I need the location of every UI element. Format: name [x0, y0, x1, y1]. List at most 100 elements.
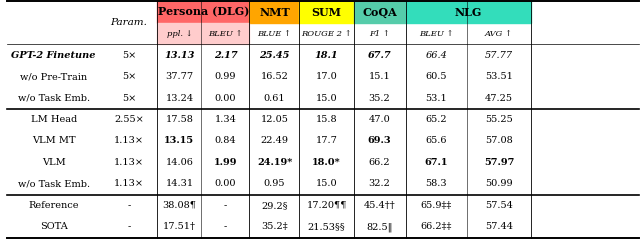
Text: 57.77: 57.77 — [485, 51, 513, 60]
Text: 60.5: 60.5 — [426, 72, 447, 81]
Text: 29.2§: 29.2§ — [261, 201, 288, 210]
Text: SUM: SUM — [312, 7, 342, 18]
Bar — [406, 1, 531, 23]
Text: -: - — [224, 222, 227, 231]
Text: 24.19*: 24.19* — [257, 158, 292, 167]
Text: 1.13×: 1.13× — [114, 136, 144, 146]
Text: 45.4††: 45.4†† — [364, 201, 396, 210]
Text: 67.1: 67.1 — [424, 158, 448, 167]
Text: 0.84: 0.84 — [214, 136, 236, 146]
Text: 0.00: 0.00 — [215, 93, 236, 103]
Text: 35.2‡: 35.2‡ — [261, 222, 288, 231]
Text: 15.1: 15.1 — [369, 72, 390, 81]
Text: 47.0: 47.0 — [369, 115, 390, 124]
Text: NLG: NLG — [454, 7, 482, 18]
Text: 18.1: 18.1 — [315, 51, 339, 60]
Text: 2.17: 2.17 — [214, 51, 237, 60]
Text: 25.45: 25.45 — [259, 51, 290, 60]
Text: 57.44: 57.44 — [485, 222, 513, 231]
Text: 66.2‡‡: 66.2‡‡ — [420, 222, 452, 231]
Text: 0.95: 0.95 — [264, 179, 285, 188]
Text: 22.49: 22.49 — [260, 136, 289, 146]
Text: 66.4: 66.4 — [425, 51, 447, 60]
Text: 5×: 5× — [122, 93, 136, 103]
Text: Persona (DLG): Persona (DLG) — [157, 7, 249, 18]
Text: Param.: Param. — [111, 18, 147, 27]
Text: 57.97: 57.97 — [484, 158, 514, 167]
Text: 65.9‡‡: 65.9‡‡ — [420, 201, 452, 210]
Text: 38.08¶: 38.08¶ — [163, 201, 196, 210]
Text: 53.51: 53.51 — [485, 72, 513, 81]
Text: 15.0: 15.0 — [316, 179, 337, 188]
Text: 0.00: 0.00 — [215, 179, 236, 188]
Text: ppl. ↓: ppl. ↓ — [166, 30, 192, 38]
Text: 12.05: 12.05 — [260, 115, 289, 124]
Text: LM Head: LM Head — [31, 115, 77, 124]
Text: 47.25: 47.25 — [485, 93, 513, 103]
Text: 5×: 5× — [122, 72, 136, 81]
Text: 65.6: 65.6 — [426, 136, 447, 146]
Text: w/o Pre-Train: w/o Pre-Train — [20, 72, 87, 81]
Text: 17.58: 17.58 — [166, 115, 193, 124]
Bar — [157, 23, 250, 44]
Bar — [157, 1, 250, 23]
Text: BLEU ↑: BLEU ↑ — [208, 30, 243, 38]
Text: 13.15: 13.15 — [164, 136, 195, 146]
Text: -: - — [224, 201, 227, 210]
Text: w/o Task Emb.: w/o Task Emb. — [18, 179, 90, 188]
Text: 18.0*: 18.0* — [312, 158, 341, 167]
Text: 1.13×: 1.13× — [114, 179, 144, 188]
Text: 65.2: 65.2 — [426, 115, 447, 124]
Text: VLM: VLM — [42, 158, 65, 167]
Text: 57.08: 57.08 — [485, 136, 513, 146]
Text: 13.24: 13.24 — [165, 93, 193, 103]
Text: 55.25: 55.25 — [485, 115, 513, 124]
Text: 13.13: 13.13 — [164, 51, 195, 60]
Text: 15.0: 15.0 — [316, 93, 337, 103]
Text: 32.2: 32.2 — [369, 179, 390, 188]
Text: 5×: 5× — [122, 51, 136, 60]
Text: 1.34: 1.34 — [214, 115, 236, 124]
Text: w/o Task Emb.: w/o Task Emb. — [18, 93, 90, 103]
Text: 16.52: 16.52 — [260, 72, 289, 81]
Text: 17.0: 17.0 — [316, 72, 337, 81]
Text: SOTA: SOTA — [40, 222, 68, 231]
Text: 0.99: 0.99 — [215, 72, 236, 81]
Text: 21.53§§: 21.53§§ — [308, 222, 346, 231]
Text: BLUE ↑: BLUE ↑ — [257, 30, 291, 38]
Text: 57.54: 57.54 — [485, 201, 513, 210]
Text: 17.7: 17.7 — [316, 136, 337, 146]
Text: -: - — [127, 201, 131, 210]
Text: 15.8: 15.8 — [316, 115, 337, 124]
Text: GPT-2 Finetune: GPT-2 Finetune — [12, 51, 96, 60]
Text: F1 ↑: F1 ↑ — [369, 30, 390, 38]
Text: 1.13×: 1.13× — [114, 158, 144, 167]
Text: 58.3: 58.3 — [426, 179, 447, 188]
Text: 17.51†: 17.51† — [163, 222, 196, 231]
Text: 14.06: 14.06 — [166, 158, 193, 167]
Text: 66.2: 66.2 — [369, 158, 390, 167]
Text: 17.20¶¶: 17.20¶¶ — [307, 201, 347, 210]
Text: 37.77: 37.77 — [165, 72, 193, 81]
Text: 35.2: 35.2 — [369, 93, 390, 103]
Text: 53.1: 53.1 — [426, 93, 447, 103]
Text: 14.31: 14.31 — [165, 179, 193, 188]
Text: VLM MT: VLM MT — [32, 136, 76, 146]
Text: BLEU ↑: BLEU ↑ — [419, 30, 453, 38]
Bar — [250, 1, 300, 23]
Text: ROUGE 2 ↑: ROUGE 2 ↑ — [301, 30, 352, 38]
Text: CoQA: CoQA — [362, 7, 397, 18]
Bar — [354, 1, 406, 23]
Text: 82.5‖: 82.5‖ — [366, 222, 393, 232]
Text: NMT: NMT — [259, 7, 290, 18]
Text: 50.99: 50.99 — [485, 179, 513, 188]
Text: AVG ↑: AVG ↑ — [485, 30, 513, 38]
Text: 69.3: 69.3 — [368, 136, 392, 146]
Text: 0.61: 0.61 — [264, 93, 285, 103]
Text: -: - — [127, 222, 131, 231]
Text: 1.99: 1.99 — [214, 158, 237, 167]
Text: 2.55×: 2.55× — [114, 115, 144, 124]
Text: 67.7: 67.7 — [368, 51, 392, 60]
Bar — [300, 1, 354, 23]
Text: Reference: Reference — [28, 201, 79, 210]
